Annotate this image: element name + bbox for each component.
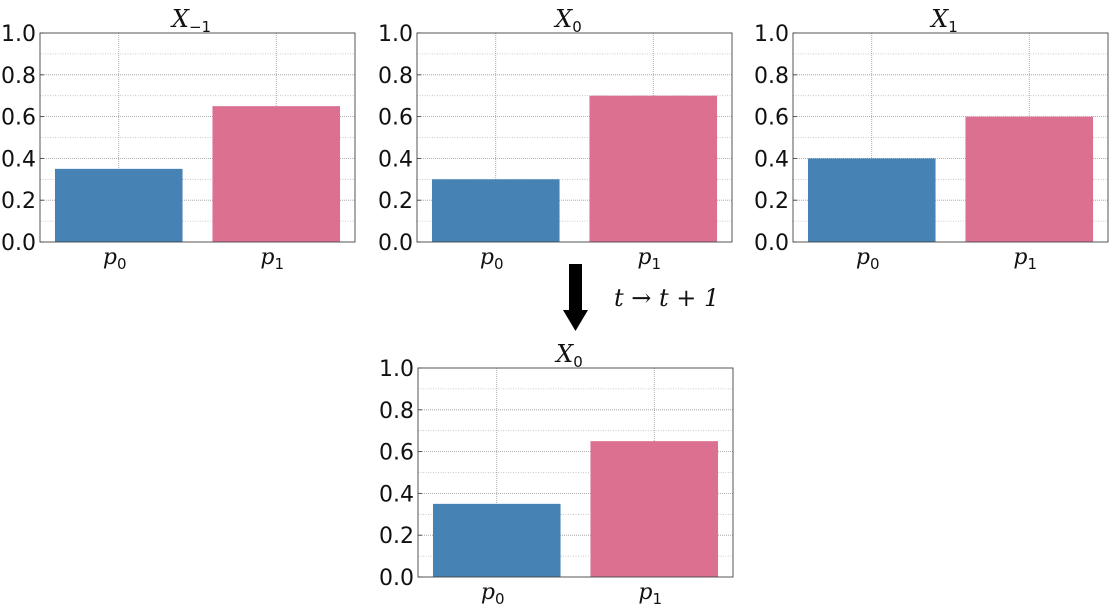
y-tick-label: 1.0 — [1, 22, 36, 47]
x-tick-subscript: 0 — [494, 255, 504, 273]
chart-title: X0 — [554, 340, 583, 371]
x-tick-subscript: 0 — [495, 590, 505, 608]
bar-p0 — [54, 168, 183, 242]
x-tick-subscript: 1 — [1028, 255, 1038, 273]
chart-panel-0: 0.0 0.2 0.4 0.6 0.8 1.0 p0 p1 X−1 — [1, 5, 356, 273]
y-tick-label: 0.8 — [754, 64, 789, 89]
bar-p1 — [965, 116, 1094, 242]
y-tick-label: 1.0 — [378, 22, 413, 47]
y-tick-label: 1.0 — [379, 357, 414, 382]
plot-frame — [39, 32, 356, 243]
bar-p0 — [807, 158, 936, 242]
x-tick-subscript: 1 — [653, 590, 663, 608]
y-tick-label: 1.0 — [754, 22, 789, 47]
chart-title-subscript: −1 — [189, 18, 211, 36]
chart-panel-3: 0.0 0.2 0.4 0.6 0.8 1.0 p0 p1 X0 — [379, 340, 734, 608]
chart-title-subscript: 0 — [573, 353, 583, 371]
bar-p1 — [589, 95, 718, 242]
bar-p0 — [431, 179, 560, 242]
y-tick-label: 0.0 — [754, 231, 789, 256]
x-tick-label: p0 — [856, 245, 880, 273]
charts-layer: 0.0 0.2 0.4 0.6 0.8 1.0 p0 p1 X−1 0.0 0.2 0.4 0.6 0.8… — [1, 5, 1109, 608]
x-tick-label: p0 — [103, 245, 127, 273]
transition-annotation: t → t + 1 — [560, 262, 740, 332]
bar-p1 — [590, 441, 719, 577]
transition-label: t → t + 1 — [614, 284, 720, 312]
x-tick-label: p0 — [480, 245, 504, 273]
x-tick-label: p1 — [638, 580, 662, 608]
y-tick-label: 0.8 — [379, 399, 414, 424]
y-tick-label: 0.6 — [379, 441, 414, 466]
chart-title-subscript: 1 — [948, 18, 958, 36]
y-tick-label: 0.0 — [379, 566, 414, 591]
y-tick-label: 0.0 — [1, 231, 36, 256]
y-tick-label: 0.6 — [1, 106, 36, 131]
x-tick-label: p1 — [1013, 245, 1037, 273]
x-tick-label: p1 — [260, 245, 284, 273]
chart-title: X−1 — [170, 5, 211, 36]
x-tick-subscript: 1 — [652, 255, 662, 273]
y-tick-label: 0.4 — [754, 147, 789, 172]
chart-title-subscript: 0 — [572, 18, 582, 36]
bar-p1 — [212, 106, 341, 243]
y-tick-label: 0.2 — [379, 524, 414, 549]
plot-frame — [792, 32, 1109, 243]
chart-title: X0 — [553, 5, 582, 36]
y-tick-label: 0.4 — [1, 147, 36, 172]
plot-frame — [417, 367, 734, 578]
x-tick-label: p0 — [481, 580, 505, 608]
x-tick-subscript: 1 — [275, 255, 285, 273]
y-tick-label: 0.8 — [378, 64, 413, 89]
bar-p0 — [432, 503, 561, 577]
x-tick-subscript: 0 — [117, 255, 127, 273]
y-tick-label: 0.4 — [379, 482, 414, 507]
y-tick-label: 0.2 — [754, 189, 789, 214]
plot-frame — [416, 32, 733, 243]
y-tick-label: 0.2 — [378, 189, 413, 214]
transition-arrow-icon — [563, 264, 588, 331]
chart-title: X1 — [929, 5, 958, 36]
y-tick-label: 0.6 — [754, 106, 789, 131]
y-tick-label: 0.4 — [378, 147, 413, 172]
chart-panel-2: 0.0 0.2 0.4 0.6 0.8 1.0 p0 p1 X1 — [754, 5, 1109, 273]
y-tick-label: 0.6 — [378, 106, 413, 131]
y-tick-label: 0.2 — [1, 189, 36, 214]
y-tick-label: 0.8 — [1, 64, 36, 89]
x-tick-subscript: 0 — [870, 255, 880, 273]
y-tick-label: 0.0 — [378, 231, 413, 256]
